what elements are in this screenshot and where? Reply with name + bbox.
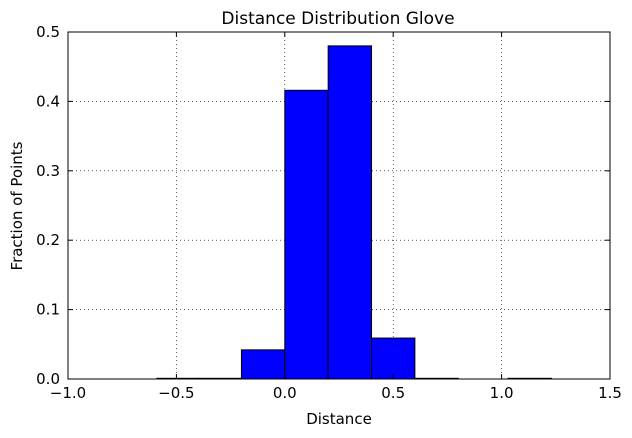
y-tick-label: 0.4 [36,92,60,110]
histogram-bar [284,89,329,380]
x-axis-label: Distance [306,410,372,428]
histogram-bar [240,349,286,380]
histogram-bar [327,45,373,380]
y-tick-labels: 0.0 0.1 0.2 0.3 0.4 0.5 [36,23,60,388]
histogram-bar [371,337,416,380]
y-tick-label: 0.3 [36,162,60,180]
bars [156,45,552,380]
y-tick-label: 0.5 [36,23,60,41]
x-tick-label: 0.0 [273,384,297,402]
x-tick-label: −0.5 [158,384,194,402]
chart-title: Distance Distribution Glove [221,9,454,29]
x-tick-labels: −1.0 −0.5 0.0 0.5 1.0 1.5 [50,384,622,402]
x-tick-label: 1.0 [490,384,514,402]
y-tick-label: 0.0 [36,370,60,388]
y-tick-label: 0.1 [36,301,60,319]
y-tick-label: 0.2 [36,231,60,249]
y-axis-label: Fraction of Points [8,141,26,270]
axis-ticks [67,31,611,380]
x-tick-label: 0.5 [381,384,405,402]
plot-frame [67,31,611,380]
x-tick-label: −1.0 [50,384,86,402]
x-tick-label: 1.5 [598,384,622,402]
